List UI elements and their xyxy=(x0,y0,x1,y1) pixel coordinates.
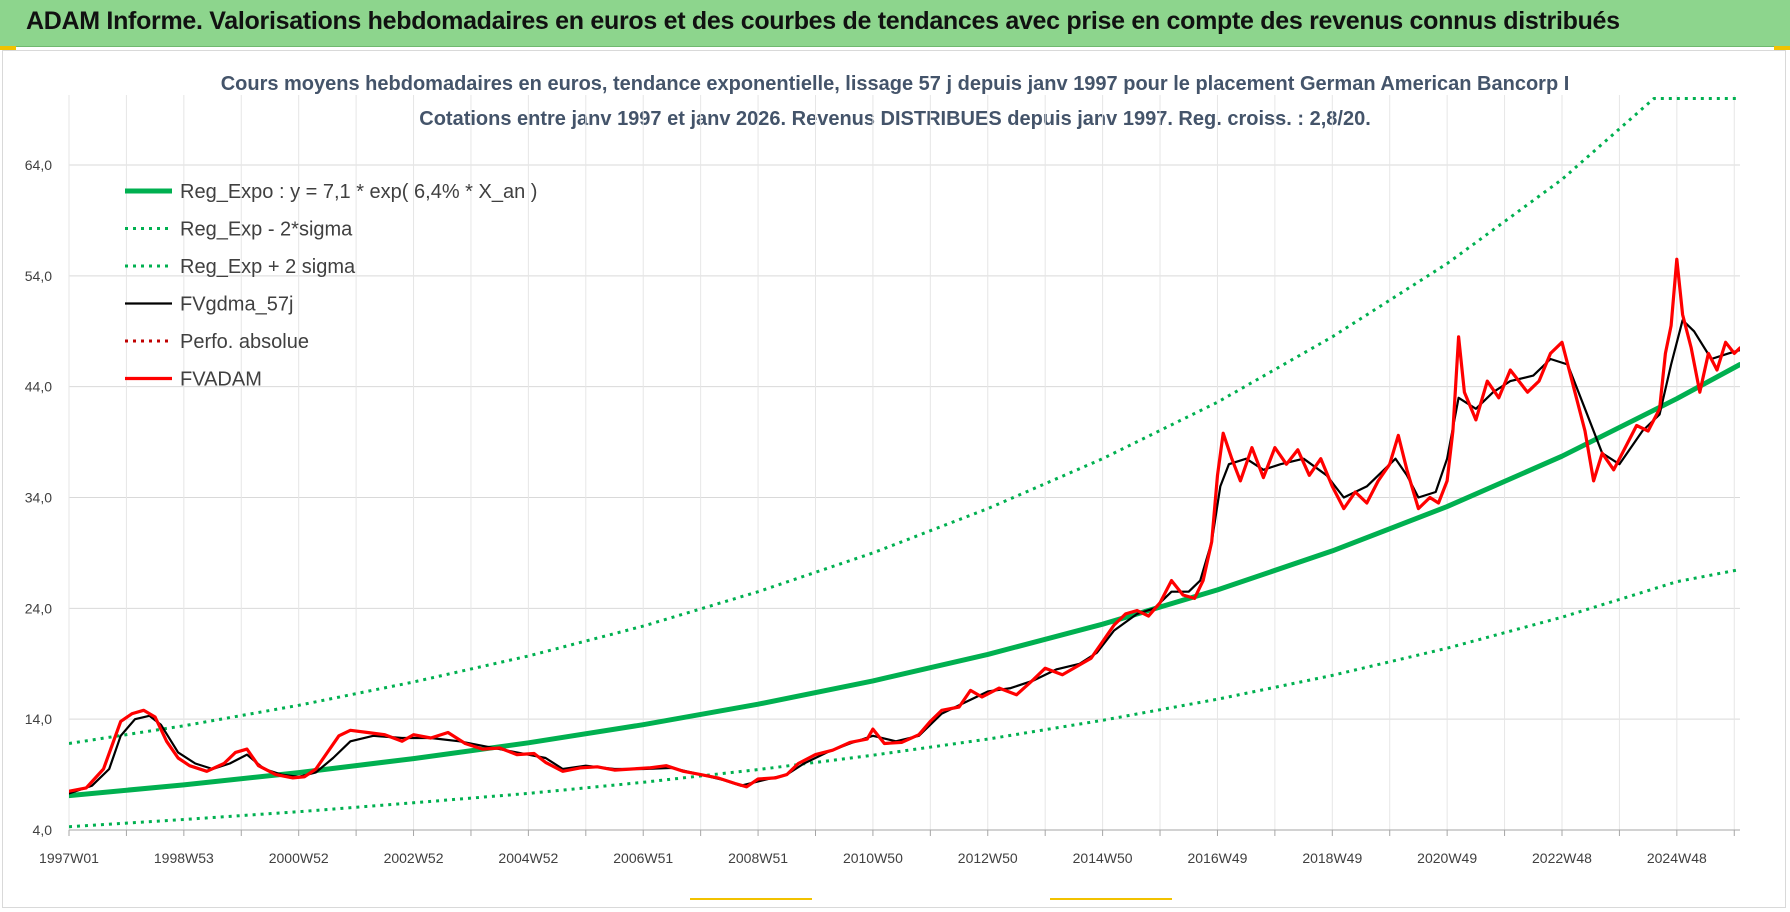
legend-label: Reg_Exp - 2*sigma xyxy=(180,219,353,241)
bottom-marker-1 xyxy=(690,898,812,900)
x-tick-label: 2000W52 xyxy=(269,850,329,866)
y-tick-label: 64,0 xyxy=(25,157,52,173)
y-tick-label: 24,0 xyxy=(25,600,52,616)
x-tick-label: 2010W50 xyxy=(843,850,903,866)
x-tick-label: 2018W49 xyxy=(1302,850,1362,866)
x-tick-label: 2024W48 xyxy=(1647,850,1707,866)
y-tick-label: 44,0 xyxy=(25,379,52,395)
x-tick-label: 2012W50 xyxy=(958,850,1018,866)
chart-subtitle: Cotations entre janv 1997 et janv 2026. … xyxy=(419,108,1371,130)
x-tick-label: 2008W51 xyxy=(728,850,788,866)
series-line-1 xyxy=(69,568,1740,829)
corner-marker-left xyxy=(0,46,16,50)
banner-title: ADAM Informe. Valorisations hebdomadaire… xyxy=(26,7,1620,35)
legend-label: Reg_Expo : y = 7,1 * exp( 6,4% * X_an ) xyxy=(180,181,537,203)
legend-label: FVgdma_57j xyxy=(180,294,293,316)
bottom-marker-2 xyxy=(1050,898,1172,900)
header-banner: ADAM Informe. Valorisations hebdomadaire… xyxy=(0,0,1790,47)
series-line-3 xyxy=(69,319,1740,795)
y-tick-label: 4,0 xyxy=(33,822,53,838)
y-tick-label: 14,0 xyxy=(25,711,52,727)
chart-frame xyxy=(2,50,1786,908)
x-tick-label: 1997W01 xyxy=(39,850,99,866)
corner-marker-right xyxy=(1774,46,1790,50)
legend-label: Reg_Exp + 2 sigma xyxy=(180,256,356,278)
legend-label: Perfo. absolue xyxy=(180,331,309,353)
y-tick-label: 34,0 xyxy=(25,490,52,506)
x-tick-label: 2020W49 xyxy=(1417,850,1477,866)
series-line-5 xyxy=(69,257,1740,793)
x-tick-label: 2014W50 xyxy=(1073,850,1133,866)
legend-label: FVADAM xyxy=(180,369,262,391)
chart-title: Cours moyens hebdomadaires en euros, ten… xyxy=(221,73,1570,95)
y-tick-label: 54,0 xyxy=(25,268,52,284)
x-tick-label: 1998W53 xyxy=(154,850,214,866)
x-tick-label: 2006W51 xyxy=(613,850,673,866)
x-tick-label: 2016W49 xyxy=(1187,850,1247,866)
series-line-2 xyxy=(69,97,1740,745)
x-tick-label: 2022W48 xyxy=(1532,850,1592,866)
series-line-0 xyxy=(69,362,1740,799)
x-tick-label: 2002W52 xyxy=(384,850,444,866)
x-tick-label: 2004W52 xyxy=(498,850,558,866)
